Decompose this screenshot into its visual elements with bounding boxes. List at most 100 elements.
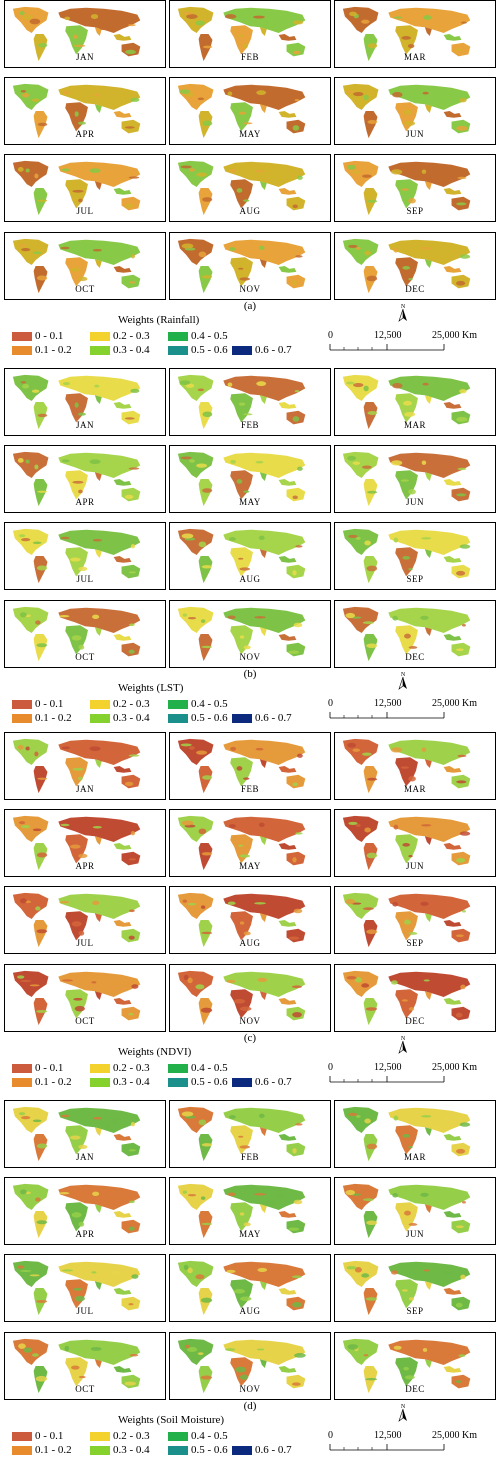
weight-patch [390,169,403,175]
landmass-india [94,913,102,922]
weight-patch [59,615,70,618]
weight-patch [459,544,471,549]
legend-swatch [12,331,32,341]
landmass-india [259,836,267,845]
weight-patch [180,165,192,169]
landmass-north-america [342,1183,379,1211]
legend-item: 0.6 - 0.7 [232,712,292,724]
weight-patch [201,931,213,935]
map-panel-dec: DEC [334,964,496,1032]
weight-patch [402,266,410,270]
map-panel-oct: OCT [4,964,166,1032]
weight-patch [362,621,374,625]
weight-patch [31,98,40,102]
weight-patch [111,16,123,22]
landmass-north-america [12,815,49,843]
landmass-africa [65,25,88,55]
landmass-africa [395,25,418,55]
landmass-europe-asia [223,161,306,188]
weight-patch [366,777,378,781]
weight-patch [431,1356,441,1361]
landmass-south-america [363,1288,378,1316]
month-label: APR [75,1229,95,1239]
weight-patch [347,1344,359,1350]
weight-patch [266,103,274,106]
legend-swatch [90,345,110,355]
weight-patch [60,823,70,827]
landmass-africa [230,179,253,209]
weight-patch [239,1006,252,1012]
weight-patch [430,911,442,914]
weight-patch [182,12,193,15]
world-map-graphic [342,1183,471,1239]
figure-section-1: JAN FEB MAR APR MAY JUN JUL AUG SEP OCT NOV DEC (a) W… [0,0,500,366]
weight-patch [253,15,265,19]
weight-patch [265,469,276,473]
legend-item: 0.6 - 0.7 [232,1076,292,1088]
weight-patch [70,844,81,849]
world-map-graphic [12,528,141,584]
weight-patch [128,1013,134,1016]
weight-patch [112,1118,118,1124]
weight-patch [111,980,121,986]
weight-patch [257,1267,268,1272]
weight-patch [292,782,298,787]
weight-patch [70,267,81,272]
weight-patch [267,546,273,552]
landmass-europe-asia [388,816,471,843]
weight-patch [59,1192,70,1195]
weight-patch [364,827,371,833]
weight-patch [405,1375,415,1380]
legend-range-label: 0.2 - 0.3 [113,330,150,342]
weight-patch [365,1297,378,1301]
weight-patch [101,391,107,398]
weight-patch [36,275,48,281]
landmass-europe-asia [58,7,141,34]
weight-patch [18,1343,26,1349]
world-map-graphic [342,238,471,294]
weight-patch [292,570,297,576]
weight-patch [128,1226,135,1231]
weight-patch [348,244,358,248]
weight-patch [346,381,355,385]
map-panel-jul: JUL [4,886,166,954]
world-map-graphic [342,738,471,794]
weight-patch [455,934,464,938]
landmass-africa [65,989,88,1019]
legend-item: 0 - 0.1 [12,698,63,710]
landmass-north-america [12,606,49,634]
weight-patch [243,777,250,780]
weight-patch [408,1007,415,1011]
weight-patch [236,188,243,193]
weight-patch [392,901,399,907]
weight-patch [442,618,448,623]
weight-patch [401,36,411,40]
landmass-south-america [198,1366,213,1394]
legend-swatch [232,1077,252,1087]
weight-patch [113,171,121,177]
landmass-south-america [363,111,378,139]
weight-patch [256,90,267,96]
legend-item: 0.6 - 0.7 [232,1444,292,1456]
legend-swatch [90,1431,110,1441]
landmass-north-america [177,892,214,920]
weight-patch [201,275,213,279]
weight-patch [408,1223,418,1226]
legend-item: 0 - 0.1 [12,1430,63,1442]
weight-patch [276,250,286,254]
weight-patch [128,1149,137,1152]
legend-range-label: 0.5 - 0.6 [191,1444,228,1456]
weight-patch [363,94,369,101]
weight-patch [18,1112,26,1116]
landmass-africa [65,757,88,787]
weight-patch [35,906,41,911]
weight-patch [433,990,440,994]
weight-patch [456,48,462,52]
weight-patch [72,480,84,484]
legend-range-label: 0.6 - 0.7 [255,344,292,356]
landmass-africa [230,989,253,1019]
landmass-africa [395,470,418,500]
weight-patch [78,930,85,936]
legend-title: Weights (LST) [118,682,184,694]
landmass-north-america [177,6,214,34]
